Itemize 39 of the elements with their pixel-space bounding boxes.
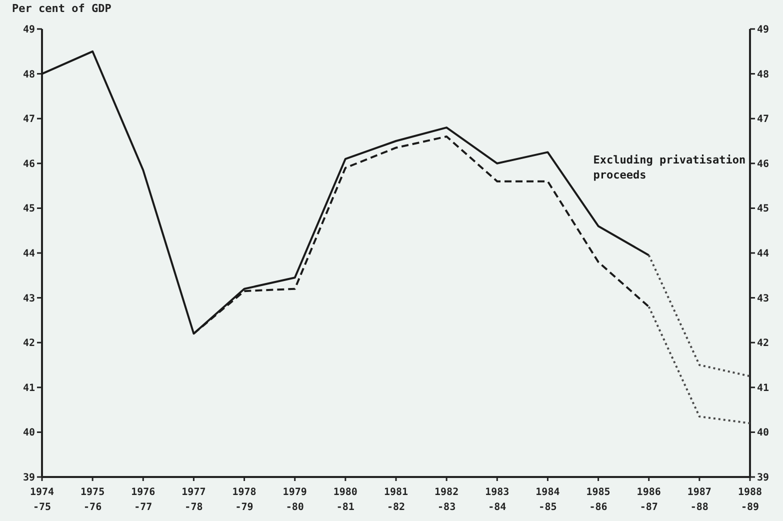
x-tick-label: 1987 -88 [687,487,712,513]
y-tick-label: 46 [22,158,35,170]
x-tick-label: 1986 -87 [636,487,661,513]
y2-tick-label: 41 [757,382,770,394]
y2-tick-label: 44 [757,248,770,260]
x-tick-label: 1984 -85 [536,487,560,513]
y2-tick-label: 40 [757,428,770,439]
y2-tick-label: 48 [757,69,770,80]
text: Excluding privatisation proceeds [593,153,746,182]
y-tick-label: 42 [22,338,35,350]
y2-tick-label: 43 [757,293,770,304]
x-tick-label: 1979 -80 [282,487,307,513]
y-tick-label: 41 [22,382,35,394]
y2-tick-label: 42 [757,338,770,350]
y-tick-label: 49 [22,24,35,36]
y2-tick-label: 46 [757,158,770,170]
x-tick-label: 1978 -79 [232,487,256,513]
x-tick-label: 1975 -76 [80,487,105,513]
x-tick-label: 1988 -89 [738,487,762,513]
y-tick-label: 43 [22,293,35,304]
y2-tick-label: 47 [757,114,770,126]
x-tick-label: 1977 -78 [182,487,206,513]
y-tick-label: 48 [22,69,35,80]
x-tick-label: 1983 -84 [485,487,510,513]
x-tick-label: 1985 -86 [586,487,610,513]
y-axis-title: Per cent of GDP [12,2,112,15]
x-tick-label: 1981 -82 [384,487,408,513]
y2-tick-label: 45 [757,204,770,215]
y-tick-label: 44 [22,248,35,260]
y-tick-label: 40 [22,428,35,439]
x-tick-label: 1974 -75 [30,487,54,513]
y-tick-label: 39 [22,472,35,484]
x-tick-label: 1980 -81 [333,487,358,513]
y-tick-label: 45 [22,204,35,215]
y2-tick-label: 39 [757,472,770,484]
x-tick-label: 1976 -77 [131,487,156,513]
y2-tick-label: 49 [757,24,770,36]
y-tick-label: 47 [22,114,35,126]
x-tick-label: 1982 -83 [434,487,459,513]
